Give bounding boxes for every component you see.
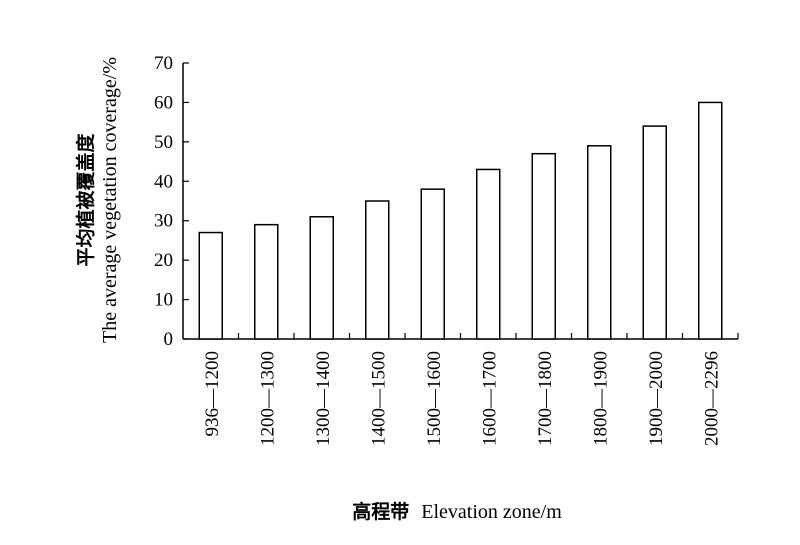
- y-tick-label: 10: [154, 290, 173, 311]
- bars: [198, 101, 723, 340]
- x-tick-label: 1800—1900: [590, 351, 611, 446]
- bar: [254, 223, 279, 340]
- bar: [476, 168, 501, 340]
- bar: [642, 125, 667, 340]
- x-tick-label: 1600—1700: [479, 351, 500, 446]
- y-axis-title-zh: 平均植被覆盖度: [74, 133, 97, 267]
- x-axis-title-zh: 高程带: [352, 500, 409, 523]
- x-axis-title: 高程带 Elevation zone/m: [352, 500, 562, 523]
- x-axis-title-en: Elevation zone/m: [421, 501, 562, 523]
- x-tick-label: 2000—2296: [701, 351, 722, 446]
- x-tick-label: 1300—1400: [313, 351, 334, 446]
- y-axis-title-en: The average vegetation coverage/%: [99, 57, 121, 343]
- y-tick-label: 40: [154, 171, 173, 192]
- x-tick-label: 1200—1300: [257, 351, 278, 446]
- y-tick-label: 70: [154, 53, 173, 74]
- bar: [365, 200, 390, 340]
- bar: [420, 188, 445, 340]
- bar: [198, 231, 223, 340]
- x-tick-label: 1700—1800: [535, 351, 556, 446]
- x-tick-label: 1500—1600: [424, 351, 445, 446]
- bar: [698, 101, 723, 340]
- bar: [309, 216, 334, 340]
- x-axis-ticks: 936—1200 1200—1300 1300—1400 1400—1500 1500—…: [202, 333, 739, 446]
- bar: [531, 152, 556, 340]
- y-axis-title-group: 平均植被覆盖度 The average vegetation coverage/…: [74, 57, 121, 343]
- x-tick-label: 1400—1500: [368, 351, 389, 446]
- x-tick-label: 1900—2000: [646, 351, 667, 446]
- y-axis-ticks: 0 10 20 30 40 50 60 70: [154, 53, 189, 350]
- y-tick-label: 20: [154, 250, 173, 271]
- x-tick-label: 936—1200: [202, 351, 223, 437]
- y-tick-label: 30: [154, 211, 173, 232]
- bar: [587, 145, 612, 340]
- y-tick-label: 50: [154, 132, 173, 153]
- y-tick-label: 60: [154, 92, 173, 113]
- y-tick-label: 0: [164, 329, 174, 350]
